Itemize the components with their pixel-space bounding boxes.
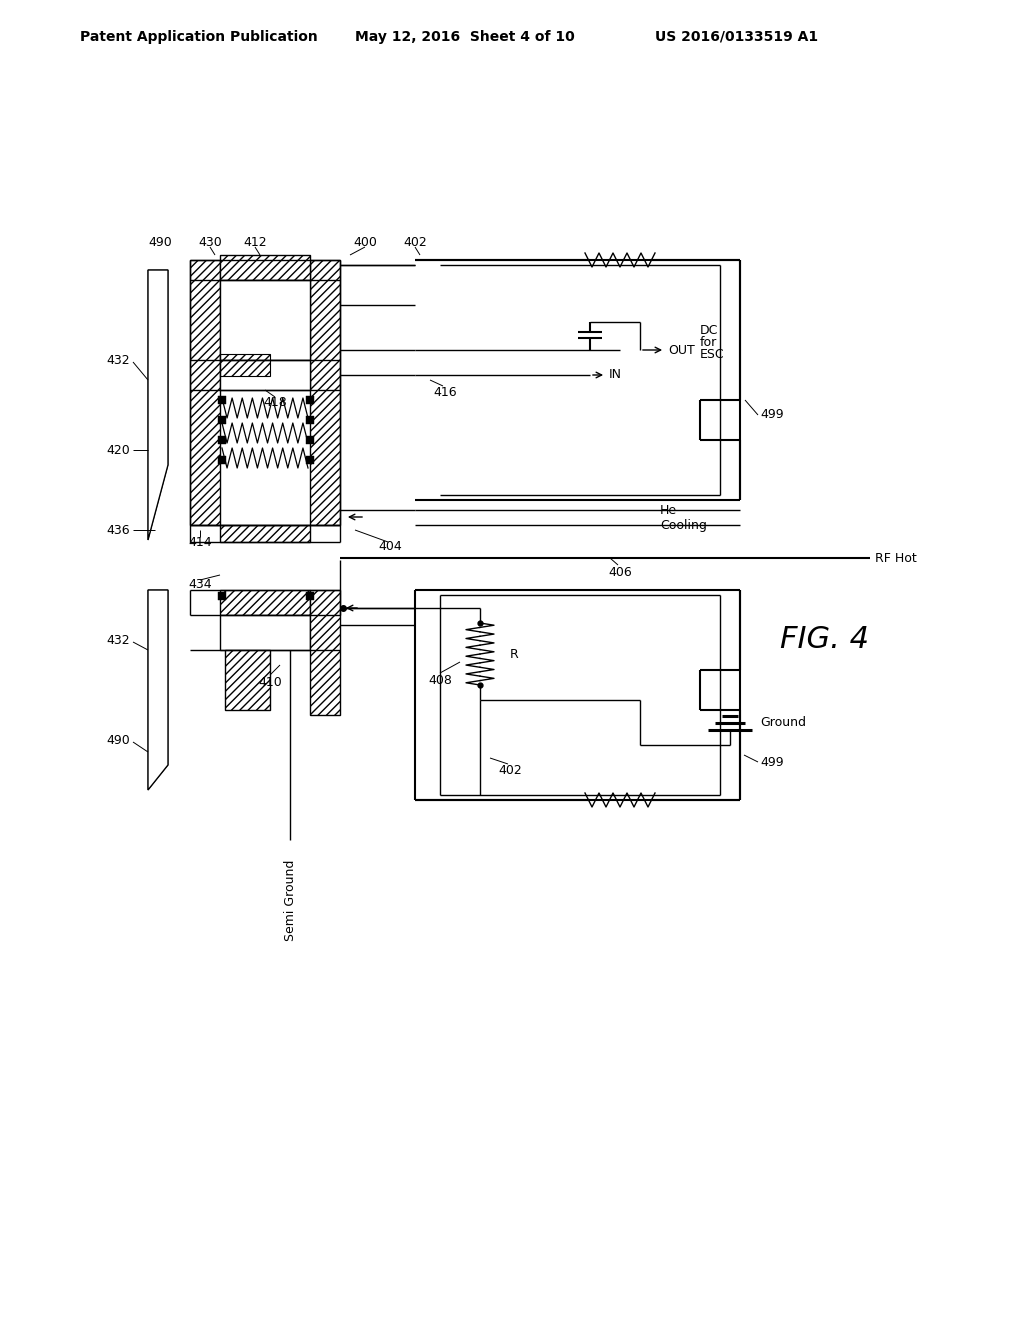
Text: 400: 400 — [353, 235, 377, 248]
Polygon shape — [148, 590, 168, 789]
Bar — [218, 591, 226, 601]
Bar — [218, 455, 226, 465]
Text: He
Cooling: He Cooling — [660, 504, 707, 532]
Text: DC: DC — [700, 323, 719, 337]
Bar — [306, 591, 314, 601]
Text: 420: 420 — [106, 444, 130, 457]
Bar — [310, 590, 340, 715]
Text: 414: 414 — [188, 536, 212, 549]
Bar — [218, 436, 226, 444]
Text: US 2016/0133519 A1: US 2016/0133519 A1 — [655, 30, 818, 44]
Bar — [190, 260, 220, 525]
Bar — [306, 436, 314, 444]
Bar — [310, 260, 340, 525]
Bar — [220, 615, 310, 649]
Bar — [225, 649, 270, 710]
Bar — [218, 396, 226, 404]
Text: 490: 490 — [106, 734, 130, 747]
Text: 416: 416 — [433, 385, 457, 399]
Text: OUT: OUT — [668, 343, 694, 356]
Bar — [306, 455, 314, 465]
Bar — [218, 416, 226, 424]
Text: 490: 490 — [148, 235, 172, 248]
Bar — [225, 649, 270, 710]
Text: 408: 408 — [428, 673, 452, 686]
Bar — [220, 525, 310, 543]
Text: IN: IN — [609, 368, 622, 381]
Text: 432: 432 — [106, 634, 130, 647]
Text: for: for — [700, 335, 717, 348]
Text: 434: 434 — [188, 578, 212, 591]
Text: Semi Ground: Semi Ground — [284, 861, 297, 941]
Text: R: R — [510, 648, 519, 661]
Text: 436: 436 — [106, 524, 130, 536]
Bar — [220, 354, 270, 376]
Text: FIG. 4: FIG. 4 — [780, 626, 869, 655]
Bar — [306, 416, 314, 424]
Text: 402: 402 — [498, 763, 522, 776]
Polygon shape — [148, 271, 168, 540]
Bar — [220, 360, 310, 389]
Text: ESC: ESC — [700, 348, 725, 362]
Text: 404: 404 — [378, 540, 401, 553]
Text: May 12, 2016  Sheet 4 of 10: May 12, 2016 Sheet 4 of 10 — [355, 30, 574, 44]
Bar — [220, 590, 310, 615]
Bar — [220, 280, 310, 360]
Bar — [306, 396, 314, 404]
Bar — [220, 255, 310, 280]
Bar — [220, 525, 310, 543]
Bar — [220, 590, 310, 615]
Text: 402: 402 — [403, 235, 427, 248]
Bar — [220, 255, 310, 280]
Text: 499: 499 — [760, 755, 783, 768]
Text: 410: 410 — [258, 676, 282, 689]
Text: Ground: Ground — [760, 717, 806, 730]
Text: 430: 430 — [198, 235, 222, 248]
Text: 432: 432 — [106, 354, 130, 367]
Text: Patent Application Publication: Patent Application Publication — [80, 30, 317, 44]
Text: 412: 412 — [243, 235, 267, 248]
Text: 418: 418 — [263, 396, 287, 409]
Text: 499: 499 — [760, 408, 783, 421]
Text: RF Hot: RF Hot — [874, 552, 916, 565]
Text: 406: 406 — [608, 565, 632, 578]
